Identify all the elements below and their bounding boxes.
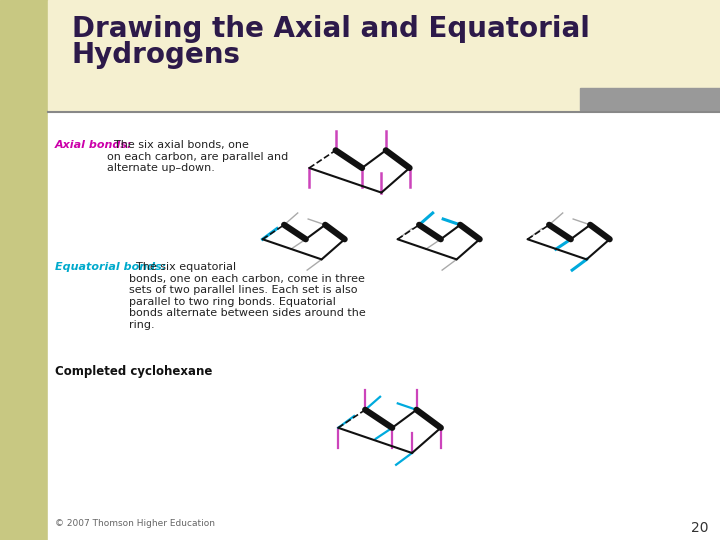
Text: 20: 20	[690, 521, 708, 535]
Text: Hydrogens: Hydrogens	[72, 41, 241, 69]
Bar	[48, 0, 720, 110]
Text: Axial bonds:: Axial bonds:	[55, 140, 132, 150]
Text: Drawing the Axial and Equatorial: Drawing the Axial and Equatorial	[72, 15, 590, 43]
Text: Equatorial bonds:: Equatorial bonds:	[55, 262, 166, 272]
Text: Completed cyclohexane: Completed cyclohexane	[55, 365, 212, 378]
Bar	[0, 0, 48, 540]
Text: The six axial bonds, one
on each carbon, are parallel and
alternate up–down.: The six axial bonds, one on each carbon,…	[107, 140, 288, 173]
Text: © 2007 Thomson Higher Education: © 2007 Thomson Higher Education	[55, 519, 215, 528]
Text: The six equatorial
bonds, one on each carbon, come in three
sets of two parallel: The six equatorial bonds, one on each ca…	[129, 262, 366, 330]
Bar	[580, 88, 720, 110]
Bar	[48, 112, 720, 540]
